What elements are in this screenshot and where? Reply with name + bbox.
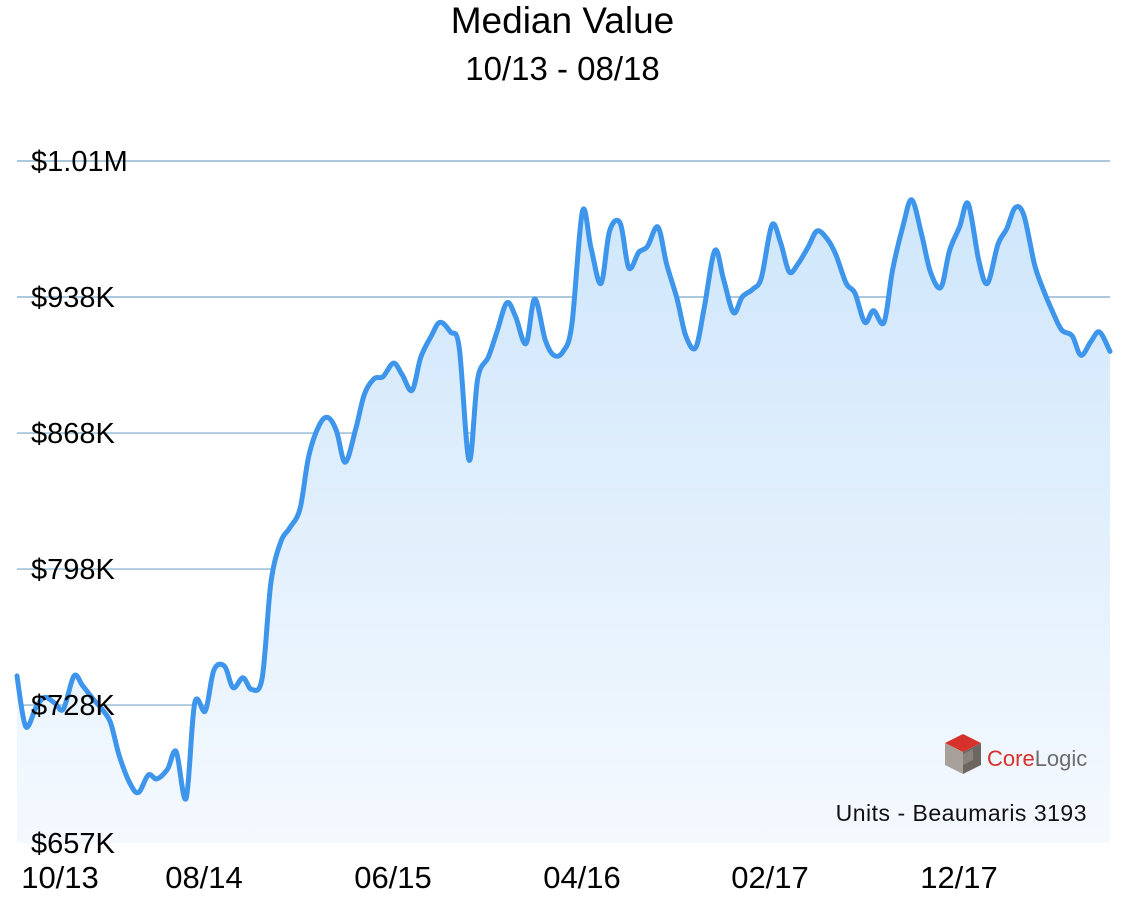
chart-subtitle: 10/13 - 08/18	[465, 50, 660, 87]
x-tick-label: 06/15	[354, 860, 432, 895]
value-series-line	[14, 197, 1113, 802]
y-tick-label: $868K	[31, 418, 116, 450]
x-tick-label: 04/16	[543, 860, 621, 895]
corelogic-logo: CoreLogic	[943, 732, 1103, 776]
value-area-fill	[17, 199, 1110, 843]
source-note: Units - Beaumaris 3193	[835, 800, 1087, 826]
y-tick-label: $798K	[31, 554, 116, 586]
x-tick-label: 10/13	[21, 860, 99, 895]
x-tick-label: 02/17	[731, 860, 809, 895]
x-axis-labels: 10/13 08/14 06/15 04/16 02/17 12/17	[21, 860, 998, 895]
y-tick-label: $728K	[31, 690, 116, 722]
corelogic-cube-icon	[945, 734, 981, 774]
y-tick-label: $938K	[31, 282, 116, 314]
chart-title: Median Value	[450, 0, 675, 41]
corelogic-wordmark: CoreLogic	[987, 746, 1088, 771]
y-axis-labels: $1.01M $938K $868K $798K $728K $657K	[31, 146, 128, 860]
y-tick-label: $657K	[31, 828, 116, 860]
x-tick-label: 12/17	[920, 860, 998, 895]
x-tick-label: 08/14	[165, 860, 243, 895]
y-tick-label: $1.01M	[31, 146, 128, 178]
